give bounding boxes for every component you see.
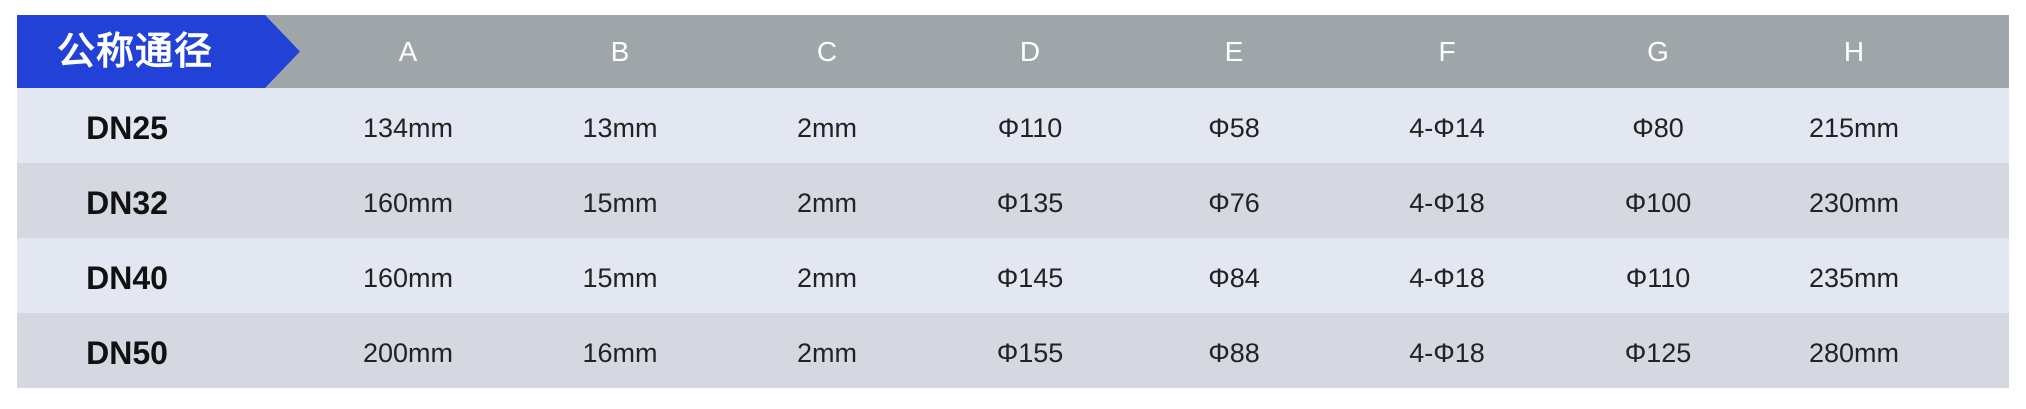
- table-cell: Φ80: [1632, 113, 1684, 143]
- table-cell: 16mm: [582, 338, 658, 368]
- table-cell: 280mm: [1808, 338, 1900, 368]
- table-cell: Φ76: [1208, 188, 1260, 218]
- table-cell: Φ110: [1625, 263, 1691, 293]
- table-cell: 215mm: [1808, 113, 1900, 143]
- row-label: DN32: [86, 185, 168, 221]
- column-header-f: F: [1438, 36, 1456, 67]
- column-header-h: H: [1843, 36, 1865, 67]
- row-label: DN40: [86, 260, 168, 296]
- table-cell: Φ84: [1208, 263, 1260, 293]
- table-cell: 160mm: [362, 188, 454, 218]
- table-cell: Φ58: [1208, 113, 1260, 143]
- table-row: DN40 160mm 15mm 2mm Φ145 Φ84 4-Φ18 Φ110 235mm: [17, 238, 2009, 313]
- table-cell: 4-Φ18: [1409, 188, 1485, 218]
- table-cell: 2mm: [797, 263, 857, 293]
- table-row: DN32 160mm 15mm 2mm Φ135 Φ76 4-Φ18 Φ100 230mm: [17, 163, 2009, 238]
- table-header: 公称通径 A B C D E F G H: [17, 15, 2009, 88]
- table-cell: Φ100: [1624, 188, 1692, 218]
- table-cell: 4-Φ18: [1409, 338, 1485, 368]
- column-header-a: A: [398, 36, 418, 67]
- table-cell: 4-Φ14: [1409, 113, 1485, 143]
- header-title: 公称通径: [57, 29, 214, 73]
- table-cell: Φ110: [997, 113, 1063, 143]
- table-row: DN50 200mm 16mm 2mm Φ155 Φ88 4-Φ18 Φ125 280mm: [17, 313, 2009, 388]
- column-header-b: B: [610, 36, 630, 67]
- table-cell: 15mm: [582, 188, 658, 218]
- table-cell: 2mm: [797, 188, 857, 218]
- table-cell: 230mm: [1808, 188, 1900, 218]
- row-label: DN25: [86, 110, 168, 146]
- table-cell: Φ155: [996, 338, 1064, 368]
- table-cell: 235mm: [1808, 263, 1900, 293]
- column-header-g: G: [1647, 36, 1669, 67]
- table-cell: 4-Φ18: [1409, 263, 1485, 293]
- column-header-e: E: [1224, 36, 1244, 67]
- title-banner: [17, 15, 300, 88]
- table-cell: 13mm: [582, 113, 658, 143]
- table-cell: 2mm: [797, 338, 857, 368]
- column-header-d: D: [1019, 36, 1041, 67]
- row-label: DN50: [86, 335, 168, 371]
- table-cell: Φ125: [1624, 338, 1692, 368]
- table-cell: Φ145: [996, 263, 1064, 293]
- column-header-c: C: [816, 36, 838, 67]
- table-cell: 134mm: [362, 113, 454, 143]
- table-cell: 15mm: [582, 263, 658, 293]
- table-cell: 160mm: [362, 263, 454, 293]
- table-cell: Φ88: [1208, 338, 1260, 368]
- table-cell: 2mm: [797, 113, 857, 143]
- table-cell: 200mm: [362, 338, 454, 368]
- spec-table: 公称通径 A B C D E F G H DN25 134mm 13mm 2mm Φ110 Φ58 4-Φ…: [17, 15, 2009, 388]
- table-cell: Φ135: [996, 188, 1064, 218]
- table-row: DN25 134mm 13mm 2mm Φ110 Φ58 4-Φ14 Φ80 215mm: [17, 88, 2009, 163]
